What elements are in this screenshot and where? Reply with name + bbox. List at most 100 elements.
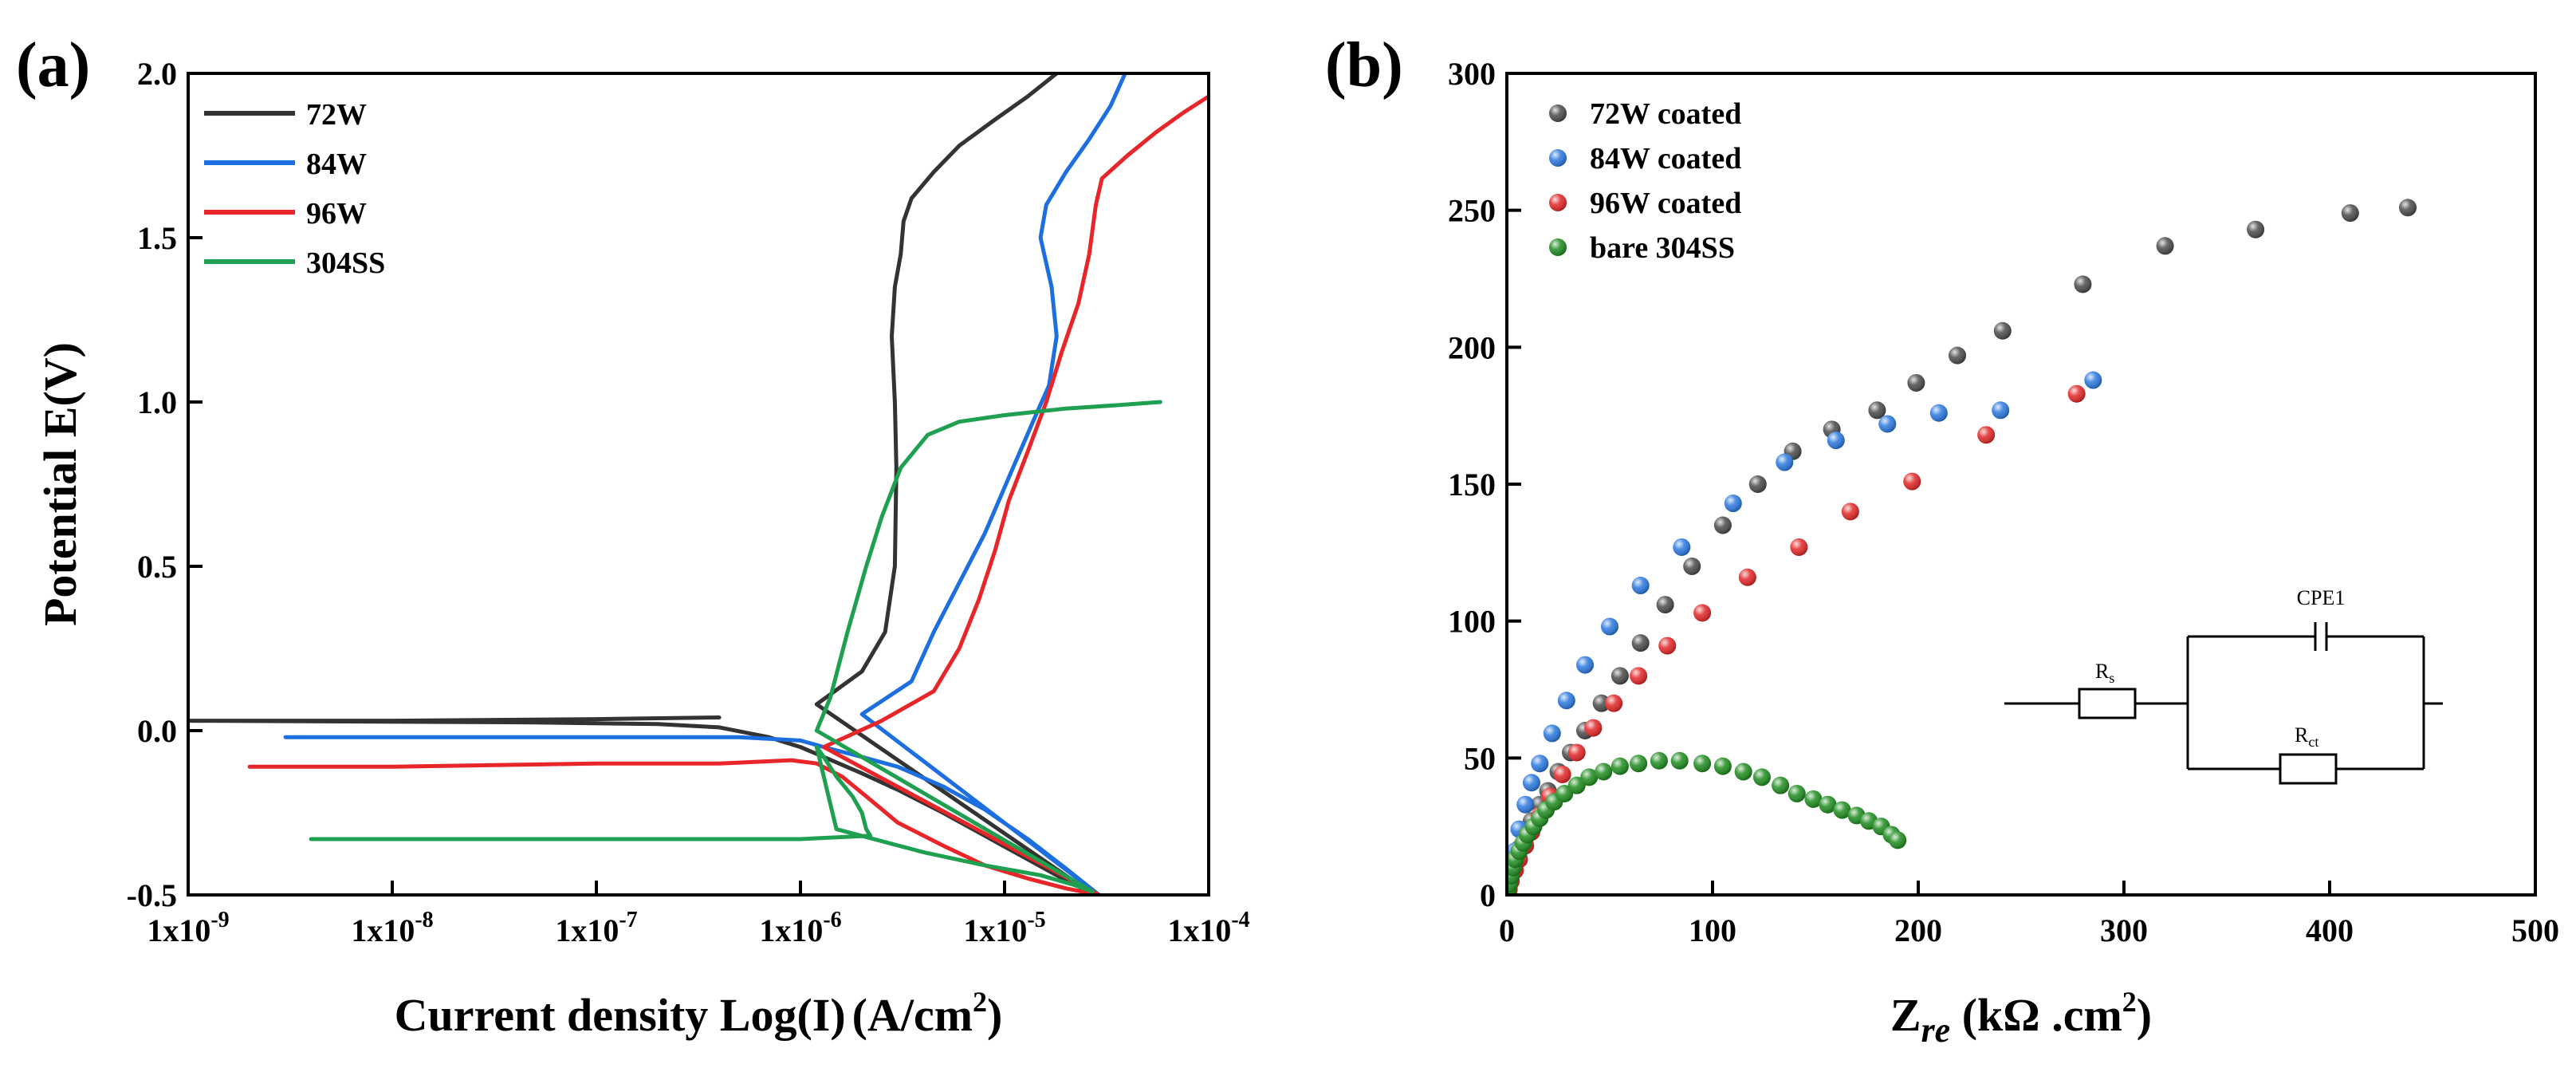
panel-a-series-2 [247, 94, 1209, 895]
panel-b-point [1713, 757, 1732, 775]
panel-b-point [1752, 768, 1771, 786]
panel-b-point [1605, 694, 1623, 712]
panel-b-point [1738, 568, 1756, 586]
panel-b-series-1 [1507, 371, 2102, 893]
panel-a-xtick-label-0: 1x10-9 [147, 908, 229, 948]
panel-a-xtick-label-1: 1x10-8 [351, 908, 433, 948]
panel-b-xtick-label-2: 200 [1894, 912, 1942, 948]
panel-b-point [1724, 495, 1742, 513]
panel-b-point [1929, 404, 1948, 422]
panel-b-point [1889, 831, 1907, 849]
panel-b-point [1693, 604, 1712, 622]
panel-b-point [1610, 757, 1629, 775]
panel-b-point [1650, 751, 1668, 770]
panel-b-xlabel-main: Z [1890, 989, 1921, 1041]
panel-a-legend-label-0: 72W [306, 98, 367, 132]
panel-a-ytick-label-5: 2.0 [137, 56, 177, 92]
panel-b-point [1992, 401, 2010, 420]
panel-b-point [1683, 558, 1701, 575]
panel-b-series-0 [1507, 199, 2417, 895]
panel-a-xlabel: Current density Log(I) (A/cm2) [395, 986, 1003, 1041]
panel-a-xtick-label-5: 1x10-4 [1167, 908, 1249, 948]
panel-b-chart: 0 100 200 300 400 500 0 50 100 150 200 250 300 72W c… [1448, 56, 2559, 1050]
panel-b-point [1734, 763, 1752, 781]
panel-b-point [1903, 472, 1921, 491]
panel-b-point [1993, 321, 2012, 340]
panel-b-series-3 [1507, 751, 1907, 895]
panel-b-point [1790, 538, 1808, 556]
panel-a-xtick-label-4: 1x10-5 [963, 908, 1045, 948]
panel-b-point [1977, 426, 1996, 444]
panel-b-point [2084, 371, 2102, 389]
panel-a-series-0 [188, 73, 1091, 894]
panel-b-ytick-label-2: 100 [1448, 604, 1496, 640]
panel-a-frame [187, 72, 1210, 897]
panel-b-point [1772, 776, 1790, 794]
panel-b-label: (b) [1325, 30, 1403, 100]
panel-b-point [1522, 774, 1540, 792]
panel-a-series-1 [283, 73, 1127, 895]
panel-b-point [1776, 453, 1794, 471]
panel-a-xlabel-unit: A/cm [867, 989, 973, 1041]
panel-a-ytick-label-1: 0.0 [137, 713, 177, 749]
panel-b-ytick-label-5: 250 [1448, 193, 1496, 229]
panel-b-xlabel-close: ) [2137, 989, 2152, 1041]
panel-a-series-3 [309, 400, 1162, 894]
panel-a-xlabel-main: Current density Log(I) [395, 989, 846, 1041]
panel-b-point [1949, 346, 1967, 365]
panel-a-legend-label-3: 304SS [306, 246, 385, 280]
panel-b-legend-label-3: bare 304SS [1590, 231, 1735, 265]
panel-b-point [1907, 373, 1925, 392]
panel-b-xlabel: Zre (kΩ .cm2) [1890, 986, 2152, 1050]
panel-b-point [1804, 790, 1823, 808]
panel-b-xtick-label-4: 400 [2306, 912, 2354, 948]
panel-b-point [2247, 220, 2265, 238]
panel-b-point [1673, 538, 1691, 556]
panel-a-ytick-label-0: -0.5 [127, 877, 177, 913]
panel-b-point [1748, 475, 1767, 493]
panel-b-point [1610, 667, 1629, 685]
panel-b-point [2399, 199, 2417, 217]
panel-b-point [1693, 755, 1712, 773]
panel-b-point [2156, 237, 2174, 255]
panel-b-point [1878, 415, 1897, 433]
panel-b-point [1656, 596, 1674, 614]
panel-b-point [2074, 275, 2092, 294]
panel-b-point [1567, 776, 1586, 794]
panel-b-xtick-label-0: 0 [1499, 912, 1515, 948]
panel-b-point [2341, 204, 2359, 223]
panel-b-point [1580, 768, 1599, 786]
panel-b-ytick-label-4: 200 [1448, 329, 1496, 365]
panel-b-point [1713, 516, 1732, 534]
equivalent-circuit [2004, 622, 2443, 785]
panel-a-xtick-label-3: 1x10-6 [759, 908, 841, 948]
panel-b-point [1531, 755, 1549, 773]
panel-a-xtick-label-2: 1x10-7 [555, 908, 637, 948]
rs-resistor [2078, 688, 2137, 719]
panel-b-legend-label-2: 96W coated [1590, 187, 1741, 220]
panel-b-point [1658, 636, 1677, 655]
panel-b-point [1601, 617, 1618, 636]
panel-b-point [1787, 784, 1806, 802]
panel-b-point [1670, 751, 1689, 770]
panel-b-xtick-label-5: 500 [2511, 912, 2559, 948]
panel-b-point [1868, 401, 1886, 420]
panel-a-chart: 1x10-9 1x10-8 1x10-7 1x10-6 1x10-5 1x10-4 -0.5… [34, 56, 1250, 1041]
panel-a-ylabel: Potential E(V) [34, 342, 86, 626]
panel-b-point [1827, 432, 1845, 450]
panel-a-label: (a) [16, 30, 90, 100]
panel-b-legend-label-1: 84W coated [1590, 142, 1741, 175]
panel-a-legend-label-1: 84W [306, 148, 367, 181]
panel-b-point [1557, 692, 1575, 710]
panel-b-xlabel-sup: 2 [2122, 986, 2137, 1018]
panel-a-ytick-label-3: 1.0 [137, 384, 177, 420]
panel-b-point [1516, 795, 1535, 814]
panel-b-ytick-label-6: 300 [1448, 56, 1496, 92]
panel-b-point [1592, 694, 1610, 712]
panel-b-point [1543, 724, 1561, 743]
panel-b-point [2067, 384, 2086, 403]
panel-b-legend-label-0: 72W coated [1590, 97, 1741, 131]
panel-b-legend-marker-3 [1549, 238, 1567, 256]
